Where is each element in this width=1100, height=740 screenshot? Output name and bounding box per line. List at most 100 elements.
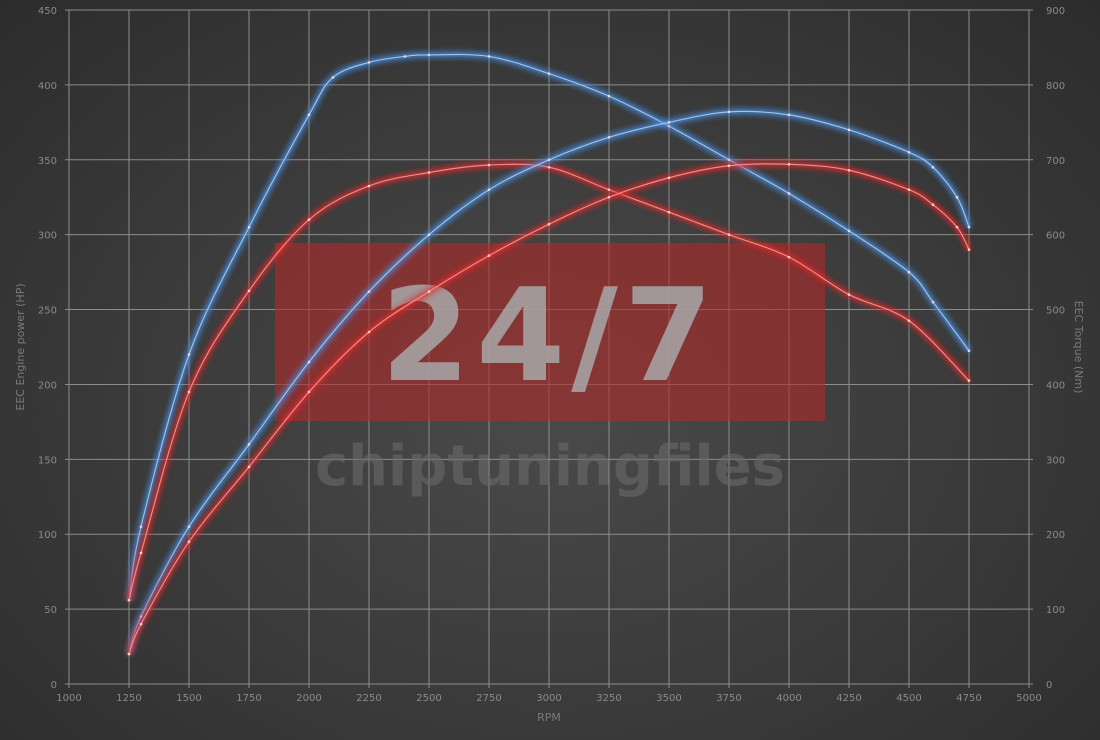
data-point (847, 128, 851, 132)
x-tick-label: 4000 (776, 693, 801, 704)
data-point (247, 225, 251, 229)
x-tick-label: 3750 (716, 693, 741, 704)
x-tick-label: 4750 (956, 693, 981, 704)
y2-axis-label: EEC Torque (Nm) (1072, 301, 1085, 394)
data-point (487, 188, 491, 192)
data-point (427, 53, 431, 57)
data-point (367, 330, 371, 334)
x-tick-label: 2000 (296, 693, 321, 704)
data-point (547, 158, 551, 162)
x-tick-label: 3250 (596, 693, 621, 704)
data-point (247, 443, 251, 446)
data-point (547, 222, 551, 226)
series-line (128, 163, 970, 601)
series-2 (126, 108, 972, 656)
data-point (139, 525, 143, 529)
data-point (187, 525, 191, 529)
y-tick-label: 200 (38, 380, 57, 391)
x-tick-label: 3500 (656, 693, 681, 704)
y-tick-label: 250 (38, 306, 57, 317)
data-point (907, 188, 911, 192)
data-point (307, 113, 311, 117)
data-point (139, 622, 143, 626)
svg-text:chiptuningfiles: chiptuningfiles (315, 434, 785, 499)
y2-tick-label: 600 (1046, 231, 1065, 242)
y2-tick-label: 100 (1046, 605, 1065, 616)
data-point (139, 615, 143, 618)
data-point (127, 598, 131, 602)
data-point (967, 379, 971, 383)
x-tick-label: 2500 (416, 693, 441, 704)
x-tick-label: 3000 (536, 693, 561, 704)
data-point (787, 192, 791, 195)
y2-tick-label: 0 (1046, 680, 1052, 691)
x-tick-label: 2250 (356, 693, 381, 704)
data-point (427, 171, 431, 174)
y-tick-label: 400 (38, 81, 57, 92)
data-point (955, 225, 959, 229)
data-point (427, 290, 431, 293)
data-point (967, 349, 971, 353)
y2-tick-label: 700 (1046, 156, 1065, 167)
y-tick-label: 300 (38, 231, 57, 242)
data-point (127, 652, 131, 656)
series-3 (126, 161, 972, 656)
y-tick-label: 50 (44, 605, 57, 616)
data-point (187, 353, 191, 356)
data-point (607, 188, 611, 192)
data-point (547, 72, 551, 75)
data-point (667, 124, 671, 128)
data-point (787, 162, 791, 166)
y-tick-label: 450 (38, 6, 57, 17)
data-point (907, 270, 911, 274)
data-point (247, 465, 251, 469)
data-point (307, 218, 311, 221)
data-point (367, 61, 371, 64)
data-point (487, 254, 491, 257)
x-tick-label: 1000 (56, 693, 81, 704)
y-tick-label: 100 (38, 530, 57, 541)
data-point (607, 94, 611, 98)
y2-tick-label: 500 (1046, 306, 1065, 317)
series-0 (126, 52, 972, 602)
y2-tick-label: 300 (1046, 455, 1065, 466)
data-point (331, 76, 335, 79)
series-1 (126, 161, 971, 602)
data-point (931, 165, 935, 169)
y-tick-label: 150 (38, 455, 57, 466)
data-point (487, 55, 491, 58)
data-point (367, 290, 371, 293)
x-tick-label: 1250 (116, 693, 141, 704)
data-point (139, 551, 143, 555)
data-point (907, 150, 911, 154)
watermark-logo: 24/7 chiptuningfiles (275, 243, 825, 499)
y2-tick-label: 800 (1046, 81, 1065, 92)
data-point (727, 164, 731, 168)
data-point (967, 248, 971, 251)
data-point (307, 390, 311, 394)
data-point (727, 158, 731, 162)
data-point (847, 293, 851, 296)
data-point (607, 136, 611, 139)
data-point (847, 168, 851, 172)
data-point (667, 121, 671, 124)
y2-tick-label: 400 (1046, 380, 1065, 391)
y2-tick-label: 900 (1046, 6, 1065, 17)
x-axis-label: RPM (537, 711, 561, 724)
y2-tick-label: 200 (1046, 530, 1065, 541)
data-point (187, 390, 191, 394)
data-point (787, 113, 791, 117)
data-point (727, 110, 731, 114)
x-tick-label: 2750 (476, 693, 501, 704)
data-point (427, 233, 431, 236)
y-axis-label: EEC Engine power (HP) (14, 283, 27, 410)
data-point (187, 540, 191, 544)
data-point (667, 210, 671, 214)
data-point (487, 163, 491, 167)
data-point (607, 195, 611, 199)
data-point (307, 360, 311, 364)
svg-text:24/7: 24/7 (381, 262, 719, 411)
y-tick-label: 0 (51, 680, 57, 691)
x-tick-label: 5000 (1016, 693, 1041, 704)
